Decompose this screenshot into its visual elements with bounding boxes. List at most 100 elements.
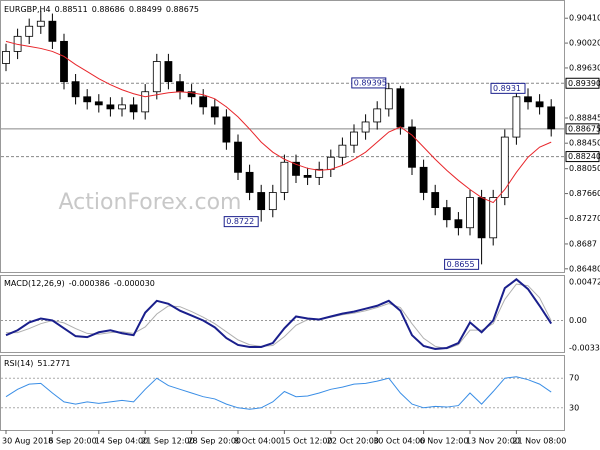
x-tick-label: 30 Aug 2018 xyxy=(2,437,53,446)
y-tick-label: 0.86480 xyxy=(569,264,600,273)
macd-line xyxy=(6,283,552,350)
y-tick-label: 0.88845 xyxy=(569,114,600,123)
candle-body xyxy=(303,174,312,178)
candle-body xyxy=(350,131,358,146)
candle-body xyxy=(442,207,451,221)
rsi-line xyxy=(5,376,552,410)
header-value: 0.88686 xyxy=(92,5,125,14)
candle-body xyxy=(268,192,277,211)
y-tick-label: 0.88450 xyxy=(569,139,600,148)
candle-body xyxy=(222,116,231,143)
candle-body xyxy=(512,96,521,138)
x-tick-label: 6 Nov 12:00 xyxy=(420,437,469,446)
symbol: EURGBP,H4 xyxy=(4,5,51,14)
candle-body xyxy=(141,91,150,113)
rsi-value: 51.2771 xyxy=(37,359,70,368)
candle-body xyxy=(25,25,34,37)
macd-header: MACD(12,26,9) -0.000386 -0.000030 xyxy=(4,279,155,288)
macd-value: -0.000386 xyxy=(69,279,110,288)
candle-body xyxy=(257,192,266,211)
y-tick-label: 0.88050 xyxy=(569,164,600,173)
annotation-box xyxy=(223,216,259,228)
macd-tick-label: 0.00 xyxy=(569,316,587,325)
rsi-title: RSI(14) xyxy=(4,359,33,368)
candle-body xyxy=(373,108,382,123)
candle-body xyxy=(106,104,115,110)
macd-title: MACD(12,26,9) xyxy=(4,279,65,288)
x-tick-label: 13 Nov 20:00 xyxy=(466,437,520,446)
candle-body xyxy=(60,40,68,83)
level-box xyxy=(565,77,600,89)
candle-body xyxy=(280,161,289,193)
candle-body xyxy=(477,197,486,239)
header-value: 0.88675 xyxy=(166,5,199,14)
moving-average xyxy=(5,40,552,204)
candle-body xyxy=(489,197,498,239)
y-tick-label: 0.89630 xyxy=(569,63,600,72)
candle-body xyxy=(245,171,254,193)
y-tick-label: 0.87660 xyxy=(569,189,600,198)
candle-body xyxy=(466,197,474,229)
candle-body xyxy=(524,96,532,103)
candle-body xyxy=(419,166,428,193)
level-label: 0.88240 xyxy=(568,152,600,161)
candle-body xyxy=(187,91,196,98)
candle-body xyxy=(129,104,138,113)
candle-body xyxy=(361,121,370,133)
candle-body xyxy=(454,219,463,229)
header-value: 0.88499 xyxy=(129,5,162,14)
annotation-label: 0.8722 xyxy=(226,217,254,226)
x-tick-label: 21 Sep 12:00 xyxy=(141,437,194,446)
annotation-label: 0.89395 xyxy=(354,78,387,87)
level-box xyxy=(565,151,600,163)
candle-body xyxy=(292,161,300,176)
candle-body xyxy=(234,141,242,173)
x-tick-label: 14 Sep 04:00 xyxy=(95,437,148,446)
rsi-tick-label: 70 xyxy=(569,374,579,383)
watermark: ActionForex.com xyxy=(59,190,242,215)
candle-body xyxy=(118,104,126,110)
rsi-tick-label: 30 xyxy=(569,403,579,412)
candle-body xyxy=(152,61,161,93)
macd-pane xyxy=(0,275,565,353)
x-tick-label: 8 Oct 04:00 xyxy=(234,437,281,446)
level-label: 0.89390 xyxy=(568,79,600,88)
level-label: 0.88675 xyxy=(568,124,600,133)
candle-body xyxy=(71,81,80,98)
x-tick-label: 15 Oct 12:00 xyxy=(280,437,332,446)
macd-tick-label: -0.003391 xyxy=(569,343,600,352)
annotation-box xyxy=(351,77,387,89)
macd-value: -0.000030 xyxy=(114,279,155,288)
candle-body xyxy=(547,106,556,130)
annotation-label: 0.8931 xyxy=(493,84,521,93)
candle-body xyxy=(408,126,416,168)
y-tick-label: 0.87270 xyxy=(569,214,600,223)
candle-body xyxy=(315,168,324,178)
x-tick-label: 22 Oct 20:00 xyxy=(327,437,379,446)
candle-body xyxy=(164,61,173,83)
annotation-label: 0.8655 xyxy=(447,260,475,269)
candle-body xyxy=(36,20,45,27)
macd-line xyxy=(5,278,553,350)
candle-body xyxy=(384,88,393,110)
candle-body xyxy=(176,81,184,93)
candle-body xyxy=(2,51,10,64)
candle-body xyxy=(338,144,347,158)
candle-body xyxy=(199,96,208,108)
candle-body xyxy=(535,101,544,108)
header: EURGBP,H4 0.88511 0.88686 0.88499 0.88675 xyxy=(4,5,199,14)
price-pane xyxy=(0,0,565,273)
candle-body xyxy=(48,20,57,42)
candle-body xyxy=(83,96,92,103)
level-box xyxy=(565,123,600,135)
macd-tick-label: 0.004729 xyxy=(569,278,600,287)
rsi-pane xyxy=(0,355,565,431)
x-tick-label: 28 Sep 20:00 xyxy=(188,437,241,446)
rsi-header: RSI(14) 51.2771 xyxy=(4,359,71,368)
annotation-box xyxy=(490,82,526,94)
y-tick-label: 0.90020 xyxy=(569,39,600,48)
candle-body xyxy=(94,101,103,106)
x-tick-label: 6 Sep 20:00 xyxy=(48,437,96,446)
candle-body xyxy=(500,136,509,198)
annotation-box xyxy=(444,258,480,270)
